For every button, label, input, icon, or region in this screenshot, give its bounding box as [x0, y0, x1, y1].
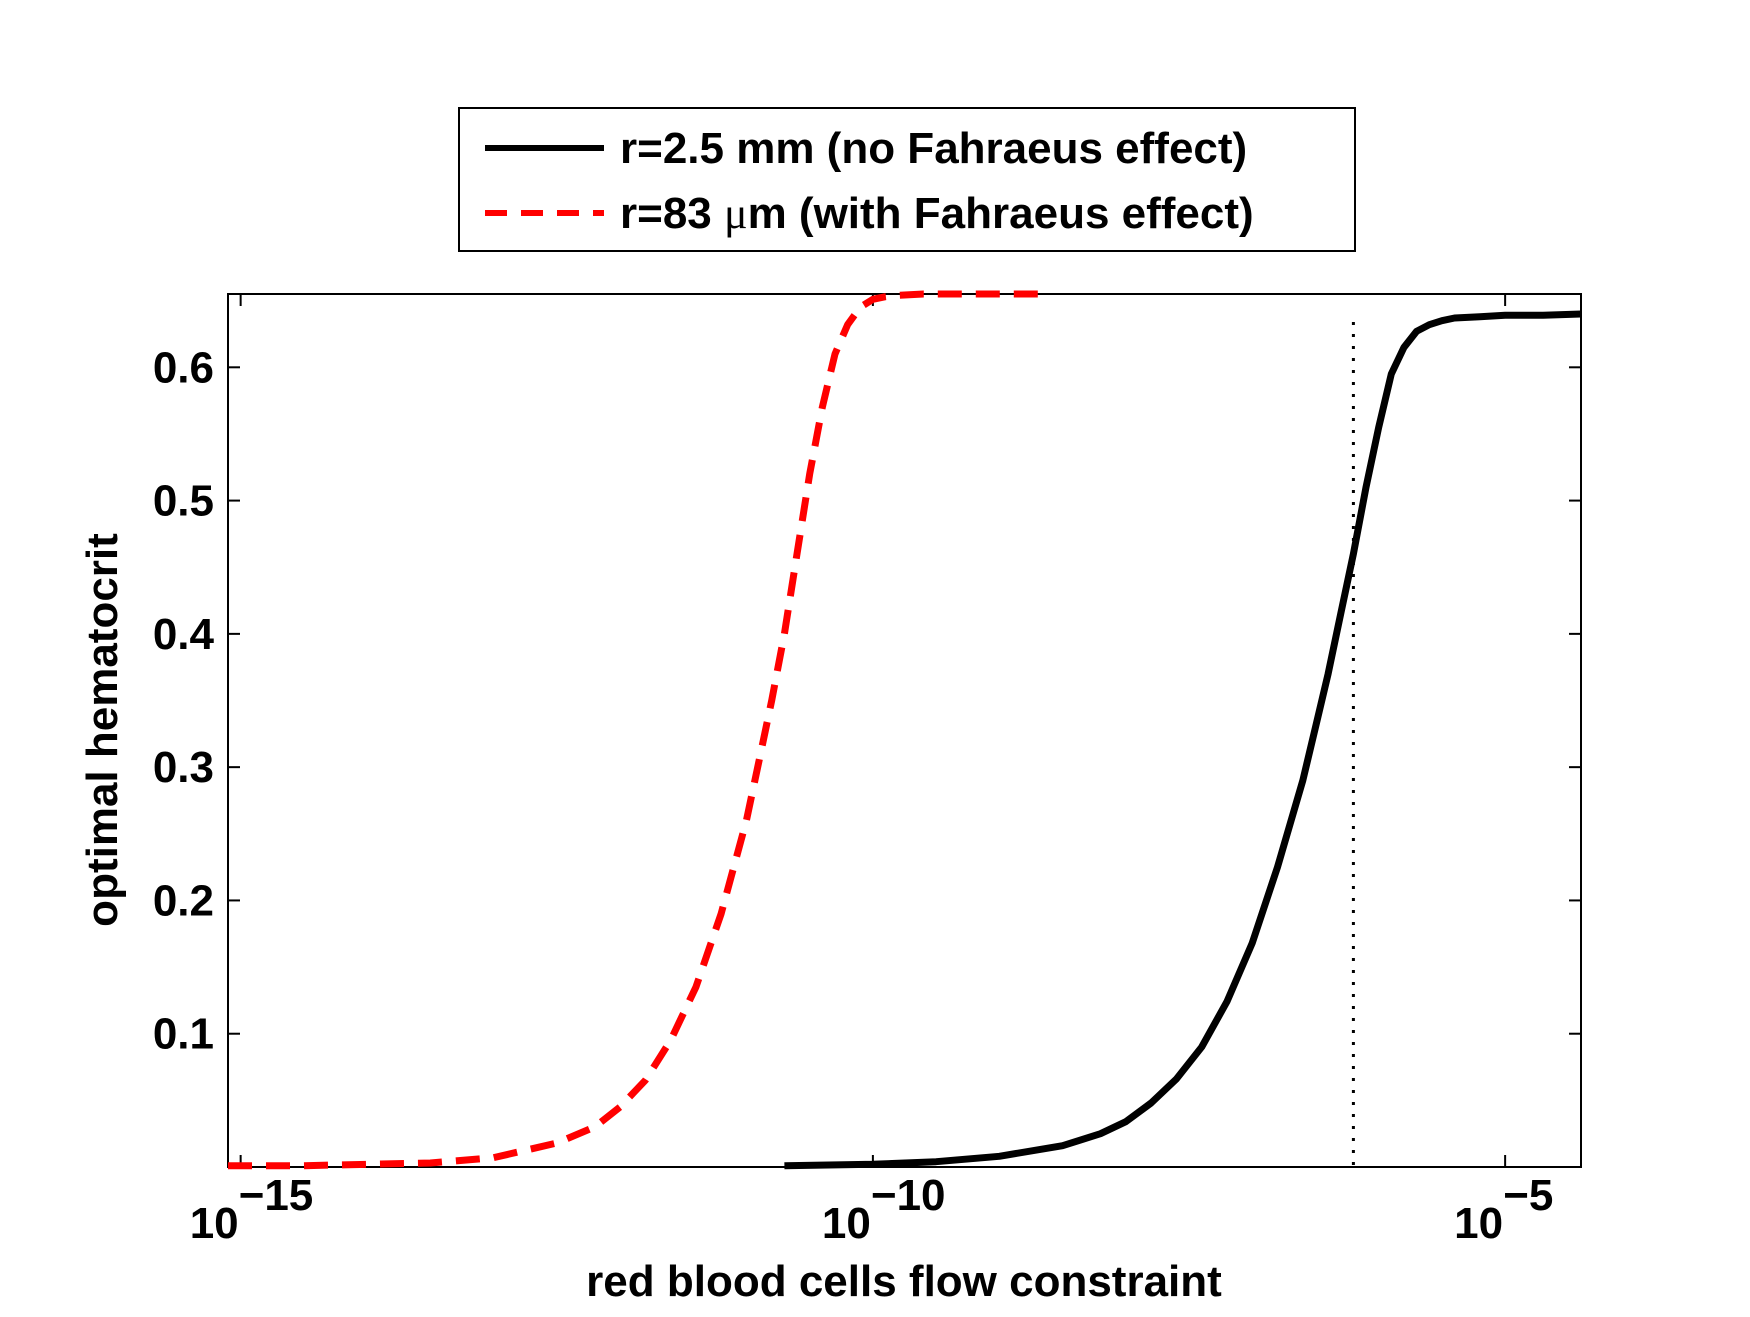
x-tick-label: 10	[1454, 1199, 1503, 1248]
legend-box	[458, 107, 1356, 252]
y-tick-label: 0.1	[153, 1010, 214, 1059]
x-tick-label-exponent: −5	[1503, 1171, 1553, 1220]
legend-label-solid: r=2.5 mm (no Fahraeus effect)	[620, 124, 1247, 173]
y-axis-label: optimal hematocrit	[78, 533, 127, 927]
x-tick-label: 10	[822, 1199, 871, 1248]
y-tick-label: 0.3	[153, 743, 214, 792]
x-tick-label-exponent: −10	[871, 1171, 946, 1220]
series-layer	[228, 290, 1582, 1170]
y-tick-label: 0.6	[153, 343, 214, 392]
series-line-no-fahraeus	[784, 310, 1582, 1170]
series-line-with-fahraeus	[228, 290, 1050, 1170]
y-tick-label: 0.4	[153, 610, 215, 659]
legend: r=2.5 mm (no Fahraeus effect) r=83 μm (w…	[458, 107, 1356, 252]
legend-label-dashed-suffix: m (with Fahraeus effect)	[748, 189, 1254, 238]
y-tick-label: 0.2	[153, 876, 214, 925]
x-axis-label: red blood cells flow constraint	[586, 1257, 1222, 1306]
x-tick-label: 10	[190, 1199, 239, 1248]
legend-label-dashed: r=83 μm (with Fahraeus effect)	[620, 189, 1254, 238]
legend-label-dashed-mu: μ	[724, 189, 748, 238]
legend-label-dashed-prefix: r=83	[620, 189, 724, 238]
y-tick-label: 0.5	[153, 477, 214, 526]
x-tick-label-exponent: −15	[239, 1171, 314, 1220]
